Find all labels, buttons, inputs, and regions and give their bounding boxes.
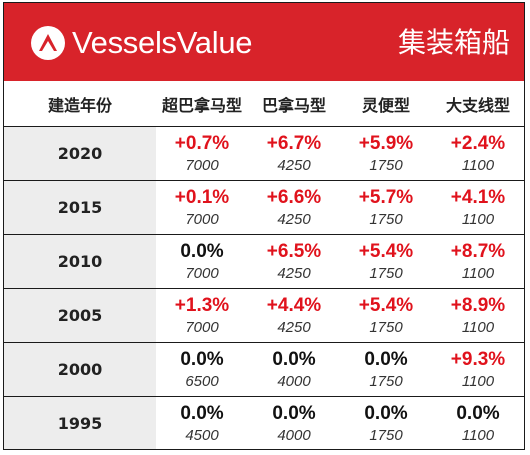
value-cell: +9.3% 1100 <box>432 343 524 396</box>
teu-size: 1750 <box>369 157 403 174</box>
percent-change: +5.4% <box>358 295 414 316</box>
table-row: 2000 0.0% 6500 0.0% 4000 0.0% 1750 +9.3% 1100 <box>4 343 524 397</box>
teu-size: 1100 <box>461 211 495 228</box>
build-year-cell: 2015 <box>4 181 156 234</box>
value-cell: 0.0% 1750 <box>340 343 432 396</box>
table-row: 2015 +0.1% 7000 +6.6% 4250 +5.7% 1750 +4.1% 1100 <box>4 181 524 235</box>
teu-size: 7000 <box>185 319 219 336</box>
teu-size: 1100 <box>461 265 495 282</box>
valuation-card: VesselsValue 集装箱船 建造年份 超巴拿马型 巴拿马型 灵便型 大支… <box>3 2 525 450</box>
build-year-cell: 2005 <box>4 289 156 342</box>
value-cell: +0.1% 7000 <box>156 181 248 234</box>
table-row: 1995 0.0% 4500 0.0% 4000 0.0% 1750 0.0% 1100 <box>4 397 524 449</box>
value-cell: +5.9% 1750 <box>340 127 432 180</box>
value-cell: +5.4% 1750 <box>340 235 432 288</box>
percent-change: +6.7% <box>266 133 322 154</box>
teu-size: 1100 <box>461 319 495 336</box>
vesselsvalue-logo-icon <box>31 26 65 60</box>
value-cell: +8.7% 1100 <box>432 235 524 288</box>
header-banner: VesselsValue 集装箱船 <box>4 3 524 81</box>
value-cell: 0.0% 1100 <box>432 397 524 449</box>
header-build-year: 建造年份 <box>47 95 112 115</box>
value-cell: 0.0% 7000 <box>156 235 248 288</box>
percent-change: 0.0% <box>180 241 224 262</box>
teu-size: 1750 <box>369 319 403 336</box>
header-panamax: 巴拿马型 <box>261 95 326 115</box>
percent-change: +1.3% <box>174 295 230 316</box>
teu-size: 1100 <box>461 373 495 390</box>
header-handy: 灵便型 <box>361 95 410 115</box>
header-post-panamax: 超巴拿马型 <box>161 95 242 115</box>
vessel-category-title: 集装箱船 <box>397 26 510 59</box>
percent-change: +9.3% <box>450 349 506 370</box>
table-row: 2005 +1.3% 7000 +4.4% 4250 +5.4% 1750 +8.9% 1100 <box>4 289 524 343</box>
percent-change: +2.4% <box>450 133 506 154</box>
table-body: 2020 +0.7% 7000 +6.7% 4250 +5.9% 1750 +2.4% 1100… <box>4 127 524 449</box>
percent-change: 0.0% <box>364 349 408 370</box>
percent-change: 0.0% <box>180 403 224 424</box>
value-cell: +1.3% 7000 <box>156 289 248 342</box>
value-cell: 0.0% 4000 <box>248 343 340 396</box>
teu-size: 7000 <box>185 265 219 282</box>
teu-size: 1750 <box>369 427 403 444</box>
percent-change: +4.4% <box>266 295 322 316</box>
value-cell: +8.9% 1100 <box>432 289 524 342</box>
table-row: 2020 +0.7% 7000 +6.7% 4250 +5.9% 1750 +2.4% 1100 <box>4 127 524 181</box>
build-year-cell: 2010 <box>4 235 156 288</box>
percent-change: +8.9% <box>450 295 506 316</box>
percent-change: +0.7% <box>174 133 230 154</box>
value-cell: 0.0% 1750 <box>340 397 432 449</box>
value-cell: 0.0% 4000 <box>248 397 340 449</box>
percent-change: 0.0% <box>272 403 316 424</box>
build-year-cell: 1995 <box>4 397 156 449</box>
value-cell: +0.7% 7000 <box>156 127 248 180</box>
teu-size: 4250 <box>277 319 311 336</box>
percent-change: 0.0% <box>180 349 224 370</box>
value-change-table: 建造年份 超巴拿马型 巴拿马型 灵便型 大支线型 2020 +0.7% 7000 +6… <box>4 81 524 449</box>
table-row: 2010 0.0% 7000 +6.5% 4250 +5.4% 1750 +8.7% 1100 <box>4 235 524 289</box>
teu-size: 4000 <box>277 373 311 390</box>
value-cell: +5.7% 1750 <box>340 181 432 234</box>
teu-size: 1100 <box>461 427 495 444</box>
teu-size: 4250 <box>277 211 311 228</box>
teu-size: 4250 <box>277 265 311 282</box>
table-header-row: 建造年份 超巴拿马型 巴拿马型 灵便型 大支线型 <box>4 81 524 127</box>
build-year-cell: 2020 <box>4 127 156 180</box>
value-cell: +2.4% 1100 <box>432 127 524 180</box>
teu-size: 1100 <box>461 157 495 174</box>
teu-size: 4000 <box>277 427 311 444</box>
percent-change: +5.4% <box>358 241 414 262</box>
percent-change: +4.1% <box>450 187 506 208</box>
brand-name: VesselsValue <box>72 25 253 60</box>
value-cell: +4.4% 4250 <box>248 289 340 342</box>
value-cell: 0.0% 6500 <box>156 343 248 396</box>
teu-size: 7000 <box>185 157 219 174</box>
teu-size: 1750 <box>369 265 403 282</box>
percent-change: 0.0% <box>456 403 500 424</box>
value-cell: +5.4% 1750 <box>340 289 432 342</box>
value-cell: +6.7% 4250 <box>248 127 340 180</box>
percent-change: 0.0% <box>364 403 408 424</box>
teu-size: 7000 <box>185 211 219 228</box>
teu-size: 4250 <box>277 157 311 174</box>
percent-change: +0.1% <box>174 187 230 208</box>
percent-change: +5.9% <box>358 133 414 154</box>
percent-change: +8.7% <box>450 241 506 262</box>
build-year-cell: 2000 <box>4 343 156 396</box>
percent-change: +6.5% <box>266 241 322 262</box>
teu-size: 1750 <box>369 211 403 228</box>
percent-change: 0.0% <box>272 349 316 370</box>
percent-change: +5.7% <box>358 187 414 208</box>
teu-size: 1750 <box>369 373 403 390</box>
percent-change: +6.6% <box>266 187 322 208</box>
teu-size: 4500 <box>185 427 219 444</box>
value-cell: +6.6% 4250 <box>248 181 340 234</box>
value-cell: 0.0% 4500 <box>156 397 248 449</box>
value-cell: +4.1% 1100 <box>432 181 524 234</box>
teu-size: 6500 <box>185 373 219 390</box>
value-cell: +6.5% 4250 <box>248 235 340 288</box>
header-feedermax: 大支线型 <box>445 95 510 115</box>
